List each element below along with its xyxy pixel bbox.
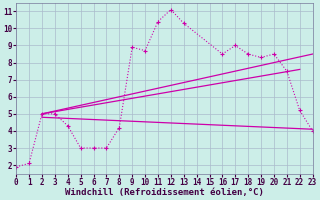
X-axis label: Windchill (Refroidissement éolien,°C): Windchill (Refroidissement éolien,°C) <box>65 188 264 197</box>
